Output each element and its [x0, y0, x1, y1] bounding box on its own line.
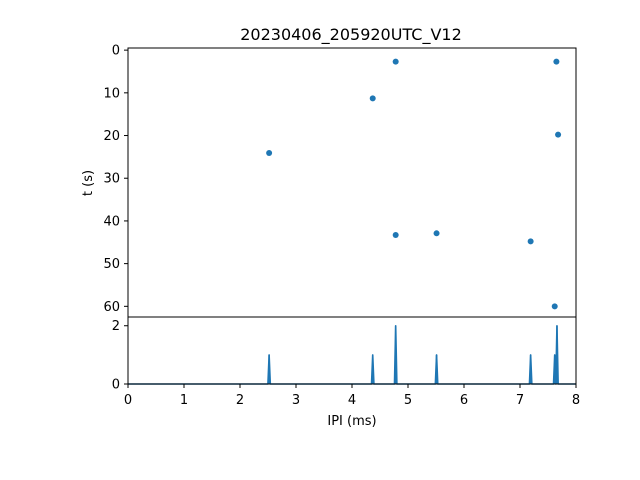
histogram-x-tick-label-6: 6 — [460, 393, 468, 408]
scatter-point-1 — [553, 58, 560, 65]
scatter-y-tick-label-10: 10 — [103, 86, 120, 101]
chart-title: 20230406_205920UTC_V12 — [240, 25, 462, 45]
scatter-points — [266, 58, 562, 310]
histogram-plot-area — [127, 316, 577, 385]
scatter-y-tick-label-40: 40 — [103, 214, 120, 229]
scatter-point-4 — [266, 150, 273, 157]
scatter-point-8 — [551, 303, 558, 310]
histogram-path — [128, 324, 576, 385]
scatter-y-tick-label-30: 30 — [103, 172, 120, 187]
scatter-plot-area — [127, 47, 577, 318]
histogram-x-tick-label-0: 0 — [124, 393, 132, 408]
histogram-x-tick-label-3: 3 — [292, 393, 300, 408]
scatter-point-2 — [369, 95, 376, 102]
histogram-line — [128, 324, 576, 385]
histogram-x-axis-label: IPI (ms) — [327, 414, 376, 429]
histogram-x-tick-label-2: 2 — [236, 393, 244, 408]
histogram-x-tick-label-8: 8 — [572, 393, 580, 408]
scatter-y-tick-label-20: 20 — [103, 129, 120, 144]
histogram-y-tick-label-0: 0 — [112, 378, 120, 393]
scatter-panel: 0 10 20 30 40 50 60 — [103, 44, 577, 318]
scatter-y-tick-label-50: 50 — [103, 257, 120, 272]
scatter-point-0 — [392, 58, 399, 65]
scatter-point-3 — [555, 131, 562, 138]
histogram-x-tick-label-7: 7 — [516, 393, 524, 408]
histogram-x-tick-label-1: 1 — [180, 393, 188, 408]
histogram-x-tick-label-4: 4 — [348, 393, 356, 408]
histogram-y-ticks: 02 — [112, 319, 128, 393]
histogram-x-tick-label-5: 5 — [404, 393, 412, 408]
scatter-y-ticks: 0 10 20 30 40 50 60 — [103, 44, 128, 315]
histogram-y-tick-label-2: 2 — [112, 319, 120, 334]
scatter-point-5 — [392, 232, 399, 239]
scatter-y-axis-label: t (s) — [81, 170, 96, 196]
scatter-y-tick-label-60: 60 — [103, 300, 120, 315]
histogram-x-ticks: 0 1 2 3 4 5 6 7 8 — [124, 384, 580, 408]
scatter-y-tick-label-0: 0 — [112, 44, 120, 59]
scatter-point-6 — [433, 230, 440, 237]
scatter-point-7 — [527, 238, 534, 245]
